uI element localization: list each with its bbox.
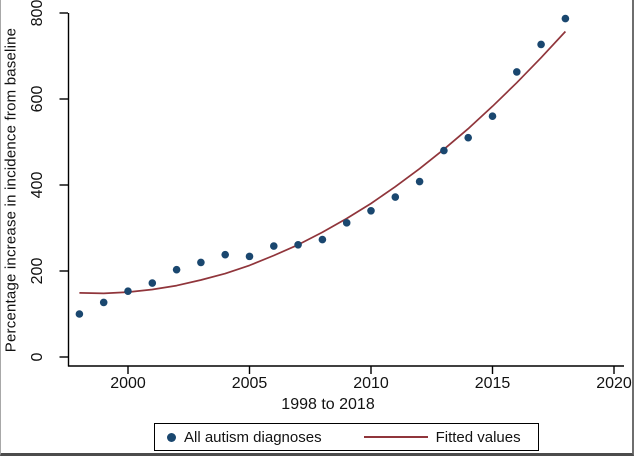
data-point	[294, 240, 302, 249]
data-point	[197, 258, 205, 267]
y-tick-label: 200	[29, 257, 46, 285]
data-point	[537, 40, 545, 49]
x-tick-label: 2020	[596, 375, 632, 392]
data-point	[367, 207, 375, 215]
scatter-marker-icon	[167, 432, 176, 442]
data-point	[318, 235, 327, 244]
data-point	[415, 177, 424, 186]
y-tick-label: 800	[29, 0, 46, 27]
data-point	[172, 265, 181, 274]
data-point	[148, 279, 157, 287]
data-point	[561, 14, 570, 23]
fitted-line	[79, 30, 567, 295]
legend: All autism diagnoses Fitted values	[154, 423, 539, 451]
x-tick-label: 2000	[110, 375, 146, 392]
data-point	[440, 146, 448, 155]
data-point	[342, 219, 351, 227]
x-axis-title: 1998 to 2018	[281, 396, 375, 413]
legend-label-scatter: All autism diagnoses	[184, 428, 322, 446]
data-point	[124, 287, 132, 296]
legend-item-scatter: All autism diagnoses	[167, 429, 322, 446]
data-point	[221, 250, 229, 259]
data-point	[99, 298, 108, 307]
data-point	[270, 242, 278, 250]
data-point	[488, 112, 497, 120]
y-axis-title: Percentage increase in incidence from ba…	[2, 27, 20, 353]
y-tick-label: 400	[29, 171, 46, 199]
line-marker-icon	[363, 436, 428, 438]
data-point	[391, 193, 400, 201]
x-tick-label: 2010	[353, 375, 389, 392]
data-point	[464, 133, 473, 142]
y-tick-label: 0	[29, 352, 46, 362]
x-tick-label: 2015	[474, 375, 511, 392]
legend-item-line: Fitted values	[363, 428, 521, 446]
y-tick-label: 600	[29, 85, 46, 113]
x-tick-label: 2005	[231, 375, 268, 392]
legend-label-line: Fitted values	[435, 428, 521, 446]
data-point	[513, 68, 521, 76]
data-point	[245, 252, 254, 261]
data-point	[75, 310, 84, 318]
